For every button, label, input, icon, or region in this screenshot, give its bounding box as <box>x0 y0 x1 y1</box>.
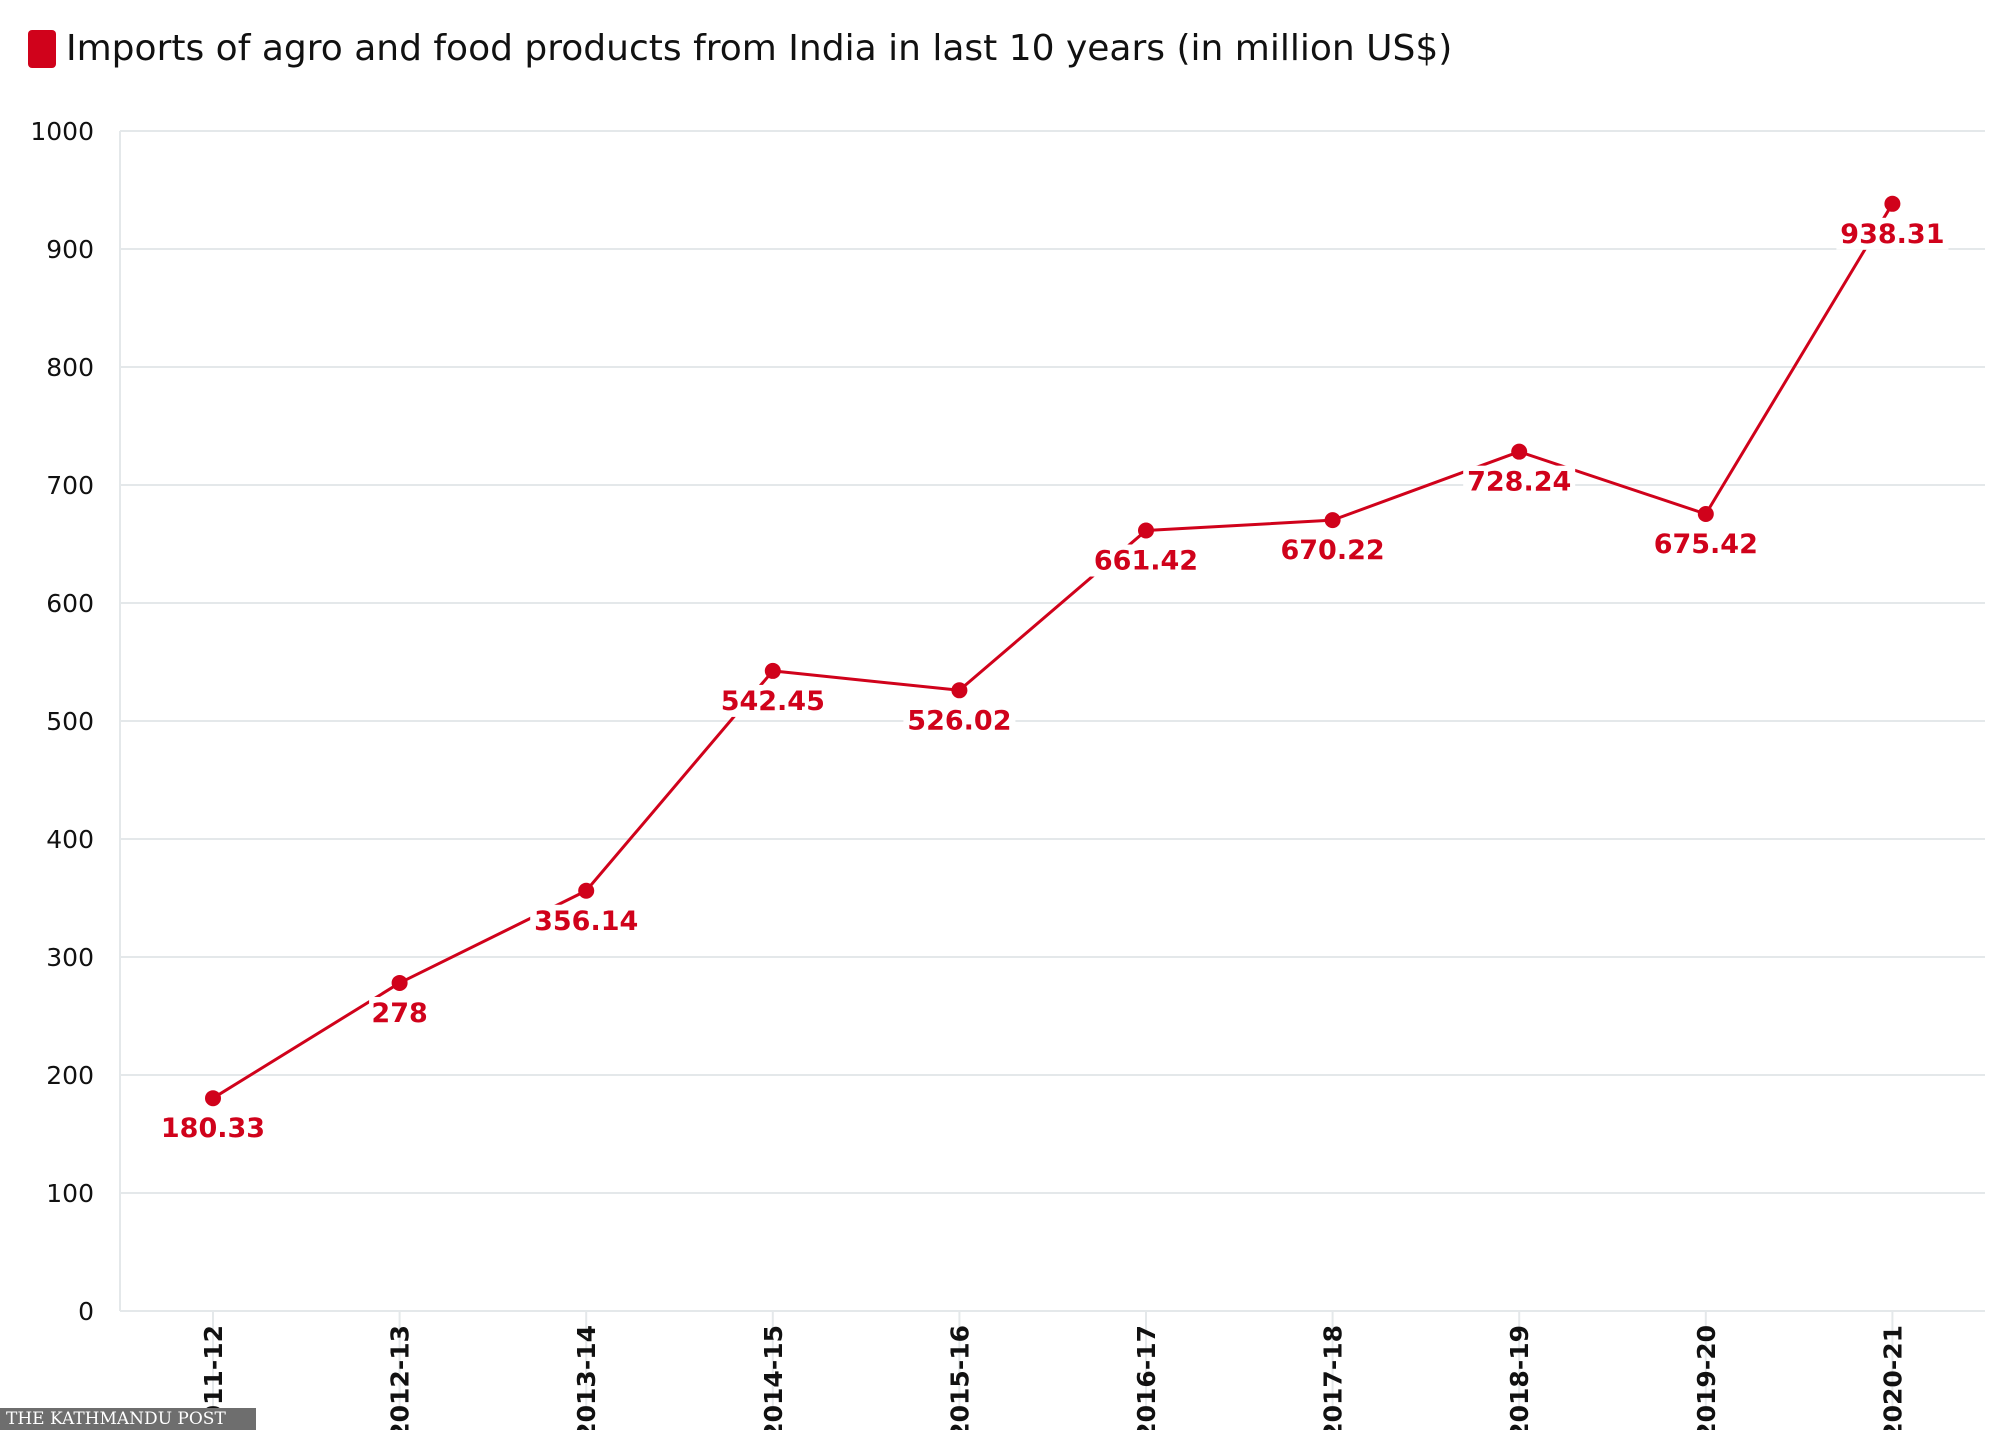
chart-header: Imports of agro and food products from I… <box>28 28 1452 69</box>
x-tick-label: 2018-19 <box>1505 1325 1534 1430</box>
data-label: 675.42 <box>1654 529 1758 560</box>
data-point <box>1697 506 1714 523</box>
gridlines <box>119 130 1985 1422</box>
y-tick-label: 300 <box>46 943 94 972</box>
data-label-bg <box>530 904 643 937</box>
y-tick-label: 600 <box>46 589 94 618</box>
x-tick-label: 2017-18 <box>1319 1325 1348 1430</box>
data-point <box>578 882 595 899</box>
x-tick-label: 2016-17 <box>1132 1325 1161 1430</box>
data-point <box>1138 522 1154 539</box>
data-point <box>391 974 408 991</box>
data-label-bg <box>716 684 829 717</box>
data-label: 542.45 <box>721 686 825 717</box>
data-point <box>951 682 968 699</box>
data-label: 180.33 <box>161 1113 265 1144</box>
x-tick-label: 2012-13 <box>386 1325 415 1430</box>
publisher-badge: THE KATHMANDU POST <box>0 1408 256 1430</box>
data-label-bg <box>903 704 1016 737</box>
y-tick-label: 900 <box>46 235 94 264</box>
x-tick-label: 2020-21 <box>1878 1325 1907 1430</box>
data-point <box>205 1090 221 1107</box>
y-axis: 0 100 200 300 400 500 600 700 800 900 1000 <box>30 117 94 1326</box>
data-labels: 180.33 278 356.14 542.45 526.02 661.42 670.22 7… <box>157 195 1949 1145</box>
data-point <box>1884 195 1901 212</box>
data-label: 670.22 <box>1280 535 1384 566</box>
series-line <box>212 203 1894 1100</box>
x-axis: 2011-12 2012-13 2013-14 2014-15 2015-16 2016-… <box>199 1325 1907 1430</box>
data-label: 728.24 <box>1467 467 1571 498</box>
data-label-bg <box>157 1112 269 1145</box>
legend-swatch <box>28 29 56 68</box>
data-label: 661.42 <box>1094 546 1198 577</box>
data-label-bg <box>1836 217 1949 250</box>
data-label-bg <box>369 996 431 1029</box>
y-tick-label: 500 <box>46 707 94 736</box>
data-label-bg <box>1276 534 1389 567</box>
chart-title: Imports of agro and food products from I… <box>66 28 1453 69</box>
y-tick-label: 100 <box>46 1179 94 1208</box>
y-tick-label: 700 <box>46 471 94 500</box>
series-imports <box>212 203 1894 1100</box>
data-label: 938.31 <box>1840 219 1944 250</box>
y-tick-label: 1000 <box>30 117 94 146</box>
x-tick-label: 2013-14 <box>572 1325 601 1430</box>
data-point <box>764 662 781 679</box>
x-tick-label: 2014-15 <box>759 1325 788 1430</box>
y-tick-label: 400 <box>46 825 94 854</box>
x-tick-label: 2019-20 <box>1692 1325 1721 1430</box>
data-point <box>1324 512 1341 529</box>
data-label: 278 <box>371 998 427 1029</box>
y-tick-label: 800 <box>46 353 94 382</box>
data-label: 526.02 <box>907 705 1011 736</box>
y-tick-label: 0 <box>78 1297 94 1326</box>
y-tick-label: 200 <box>46 1061 94 1090</box>
data-label-bg <box>1649 528 1762 561</box>
data-point <box>1511 443 1528 460</box>
x-tick-label: 2015-16 <box>945 1325 974 1430</box>
data-label-bg <box>1090 544 1202 577</box>
data-label-bg <box>1463 465 1576 498</box>
data-label: 356.14 <box>534 906 638 937</box>
